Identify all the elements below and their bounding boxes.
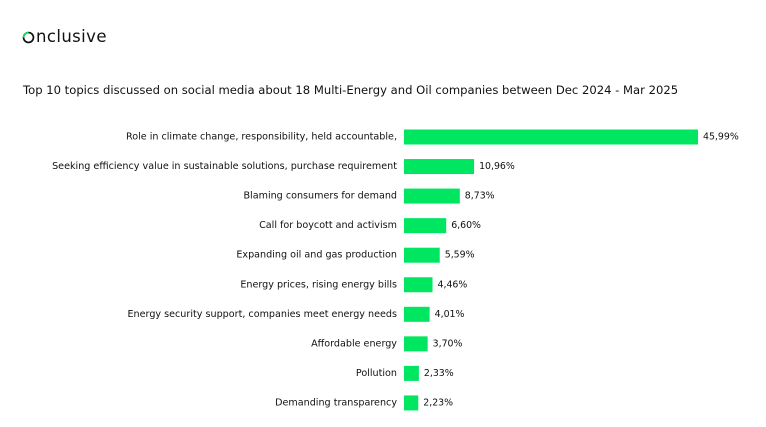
- bar: [404, 129, 698, 145]
- value-label: 2,23%: [423, 397, 453, 408]
- chart-title: Top 10 topics discussed on social media …: [23, 83, 679, 97]
- bar: [404, 277, 433, 293]
- category-label: Expanding oil and gas production: [236, 250, 397, 261]
- bar: [404, 306, 430, 322]
- bar: [404, 336, 428, 352]
- category-label: Pollution: [356, 368, 397, 379]
- bar: [404, 159, 475, 175]
- value-label: 6,60%: [451, 220, 481, 231]
- value-label: 8,73%: [465, 191, 495, 202]
- bar: [404, 395, 419, 411]
- category-label: Blaming consumers for demand: [243, 191, 397, 202]
- value-label: 2,33%: [424, 368, 454, 379]
- category-label: Demanding transparency: [275, 397, 397, 408]
- value-label: 4,01%: [435, 309, 465, 320]
- bar: [404, 247, 440, 263]
- logo-ring-icon: [22, 31, 35, 43]
- value-label: 5,59%: [445, 250, 475, 261]
- value-label: 10,96%: [479, 161, 515, 172]
- category-label: Energy prices, rising energy bills: [240, 279, 397, 290]
- category-label: Energy security support, companies meet …: [128, 309, 398, 320]
- value-label: 4,46%: [438, 279, 468, 290]
- category-label: Call for boycott and activism: [259, 220, 397, 231]
- category-label: Seeking efficiency value in sustainable …: [52, 161, 397, 172]
- bar: [404, 188, 460, 204]
- brand-name: nclusive: [36, 27, 107, 46]
- category-label: Affordable energy: [311, 338, 397, 349]
- brand-logo: nclusive: [22, 27, 107, 47]
- value-label: 3,70%: [433, 338, 463, 349]
- category-label: Role in climate change, responsibility, …: [126, 132, 397, 143]
- value-label: 45,99%: [703, 132, 739, 143]
- bar: [404, 365, 419, 381]
- bar: [404, 218, 447, 234]
